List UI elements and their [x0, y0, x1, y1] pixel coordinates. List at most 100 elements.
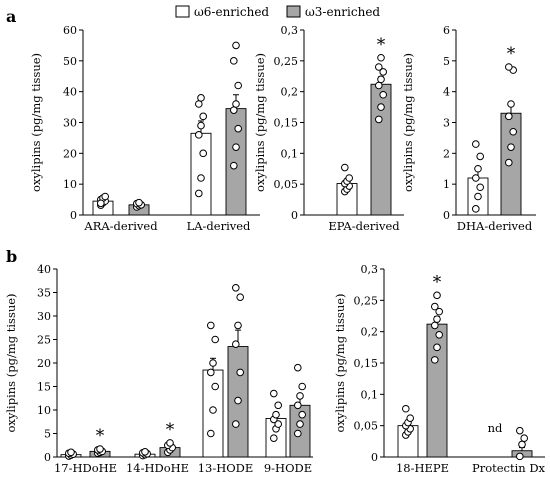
x-category-label: LA-derived	[187, 219, 251, 233]
data-point	[270, 389, 278, 398]
data-point	[195, 189, 203, 198]
data-point	[195, 131, 203, 139]
data-point	[377, 75, 385, 84]
y-tick-label: 35	[37, 287, 51, 300]
y-tick-label: 0,15	[274, 117, 299, 130]
data-point	[199, 149, 207, 158]
y-tick-label: 15	[37, 381, 51, 394]
data-point	[236, 368, 244, 377]
y-tick-label: 5	[443, 55, 450, 68]
data-point	[294, 429, 302, 438]
y-tick-label: 0,05	[354, 420, 379, 433]
data-point	[207, 429, 215, 438]
data-point	[509, 127, 518, 136]
data-point	[274, 420, 283, 428]
data-point	[505, 112, 513, 121]
x-category-label: DHA-derived	[457, 219, 533, 233]
significance-asterisk: *	[377, 35, 386, 55]
data-point	[341, 163, 349, 172]
data-point	[298, 382, 307, 391]
y-tick-label: 0,05	[274, 178, 299, 191]
y-tick-label: 20	[37, 357, 51, 370]
y-tick-label: 40	[63, 86, 77, 99]
data-point	[232, 340, 240, 349]
y-tick-label: 0,1	[281, 147, 299, 160]
y-tick-label: 0,1	[361, 388, 379, 401]
data-point	[377, 53, 385, 62]
y-tick-label: 40	[37, 263, 51, 276]
data-point	[516, 452, 524, 461]
data-point	[230, 57, 238, 65]
y-tick-label: 0,25	[354, 294, 379, 307]
data-point	[209, 359, 217, 367]
significance-asterisk: *	[166, 420, 175, 440]
y-tick-label: 0,15	[354, 357, 379, 370]
data-point	[474, 164, 482, 173]
chart-hydroxy-acids: 0 5 10 15 20 25 30 35 40 oxylipins (pg/mg tissue)…	[4, 263, 313, 475]
legend-label-omega6: ω6-enriched	[194, 5, 269, 19]
data-point	[135, 198, 143, 207]
data-point	[296, 392, 304, 400]
data-point	[476, 183, 485, 192]
y-tick-label: 0,2	[281, 86, 299, 99]
y-tick-label: 0,25	[274, 55, 299, 68]
data-point	[296, 420, 304, 428]
legend: ω6-enriched ω3-enriched	[175, 5, 380, 19]
y-tick-label: 50	[63, 55, 77, 68]
data-point	[101, 192, 109, 201]
data-point	[377, 103, 385, 111]
data-point	[207, 321, 215, 330]
y-axis-label: oxylipins (pg/mg tissue)	[29, 53, 43, 192]
data-point	[518, 440, 526, 449]
data-point	[96, 445, 104, 453]
data-point	[236, 293, 244, 302]
data-point	[234, 321, 242, 330]
data-point	[472, 205, 480, 213]
data-point	[379, 68, 388, 76]
data-point	[474, 192, 482, 201]
data-point	[472, 174, 480, 182]
data-point	[520, 434, 529, 443]
x-category-label: 13-HODE	[198, 461, 254, 475]
data-point	[375, 115, 383, 124]
data-point	[232, 100, 240, 108]
data-point	[298, 410, 307, 419]
y-tick-label: 0	[371, 451, 378, 464]
data-point	[166, 439, 174, 447]
data-point	[406, 414, 415, 422]
data-point	[274, 401, 283, 410]
legend-swatch-omega6	[175, 5, 190, 18]
data-point	[207, 368, 215, 377]
data-point	[433, 291, 441, 300]
chart-dha-derived: 0 1 2 3 4 5 6 oxylipins (pg/mg tissue) DHA-deriv…	[401, 24, 536, 233]
data-point	[435, 331, 444, 339]
y-tick-label: 10	[37, 404, 51, 417]
legend-swatch-omega3	[286, 5, 301, 18]
y-tick-label: 4	[443, 86, 450, 99]
y-tick-label: 10	[63, 178, 77, 191]
significance-asterisk: *	[96, 426, 105, 446]
data-point	[211, 335, 219, 344]
data-point	[141, 448, 149, 456]
y-axis-label: oxylipins (pg/mg tissue)	[4, 293, 18, 432]
data-point	[97, 199, 105, 208]
data-point	[516, 426, 524, 435]
bar-omega6	[190, 132, 212, 216]
y-tick-label: 60	[63, 24, 77, 37]
data-point	[379, 90, 388, 99]
data-point	[375, 81, 383, 90]
y-axis-label: oxylipins (pg/mg tissue)	[253, 53, 267, 192]
data-point	[272, 410, 280, 419]
data-point	[232, 41, 240, 50]
data-point	[476, 152, 485, 161]
y-axis-label: oxylipins (pg/mg tissue)	[401, 53, 415, 192]
y-tick-label: 0	[44, 451, 51, 464]
data-point	[232, 420, 240, 428]
data-point	[505, 158, 513, 167]
not-detected-label: nd	[488, 421, 503, 435]
data-point	[505, 63, 513, 71]
data-point	[294, 401, 302, 410]
data-point	[230, 106, 238, 114]
data-point	[209, 406, 217, 414]
